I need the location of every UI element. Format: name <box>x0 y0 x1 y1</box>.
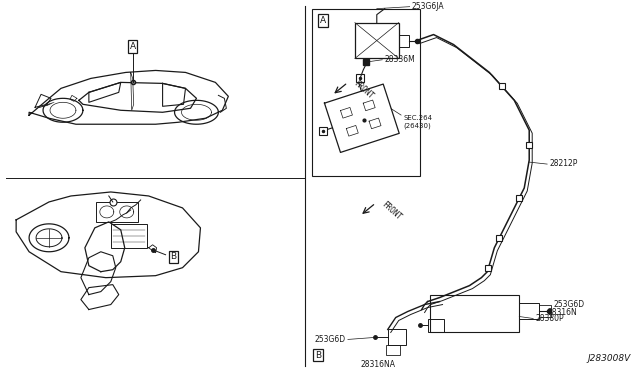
Bar <box>428 318 444 333</box>
Bar <box>312 9 420 176</box>
Bar <box>386 346 400 355</box>
Text: J283008V: J283008V <box>588 355 631 363</box>
Text: 253G6D: 253G6D <box>553 300 584 309</box>
Bar <box>388 330 406 346</box>
Text: 28336M: 28336M <box>384 55 415 64</box>
Text: FRONT: FRONT <box>380 200 403 222</box>
Text: FRONT: FRONT <box>352 78 375 100</box>
Text: A: A <box>130 42 136 51</box>
Text: 28212P: 28212P <box>549 158 577 167</box>
Bar <box>96 202 138 222</box>
Bar <box>519 302 539 318</box>
Text: SEC.264
(26430): SEC.264 (26430) <box>403 115 432 129</box>
Text: 253G6JA: 253G6JA <box>412 2 444 11</box>
Text: 28316NA: 28316NA <box>360 360 396 369</box>
Bar <box>429 295 519 333</box>
Text: B: B <box>170 252 177 261</box>
Text: B: B <box>315 351 321 360</box>
Bar <box>399 35 409 46</box>
Text: A: A <box>320 16 326 25</box>
Text: 253G6D: 253G6D <box>315 335 346 344</box>
Text: 28380P: 28380P <box>535 314 564 323</box>
Bar <box>355 23 399 58</box>
Text: 28316N: 28316N <box>547 308 577 317</box>
Bar <box>111 224 147 248</box>
Bar <box>539 305 551 317</box>
